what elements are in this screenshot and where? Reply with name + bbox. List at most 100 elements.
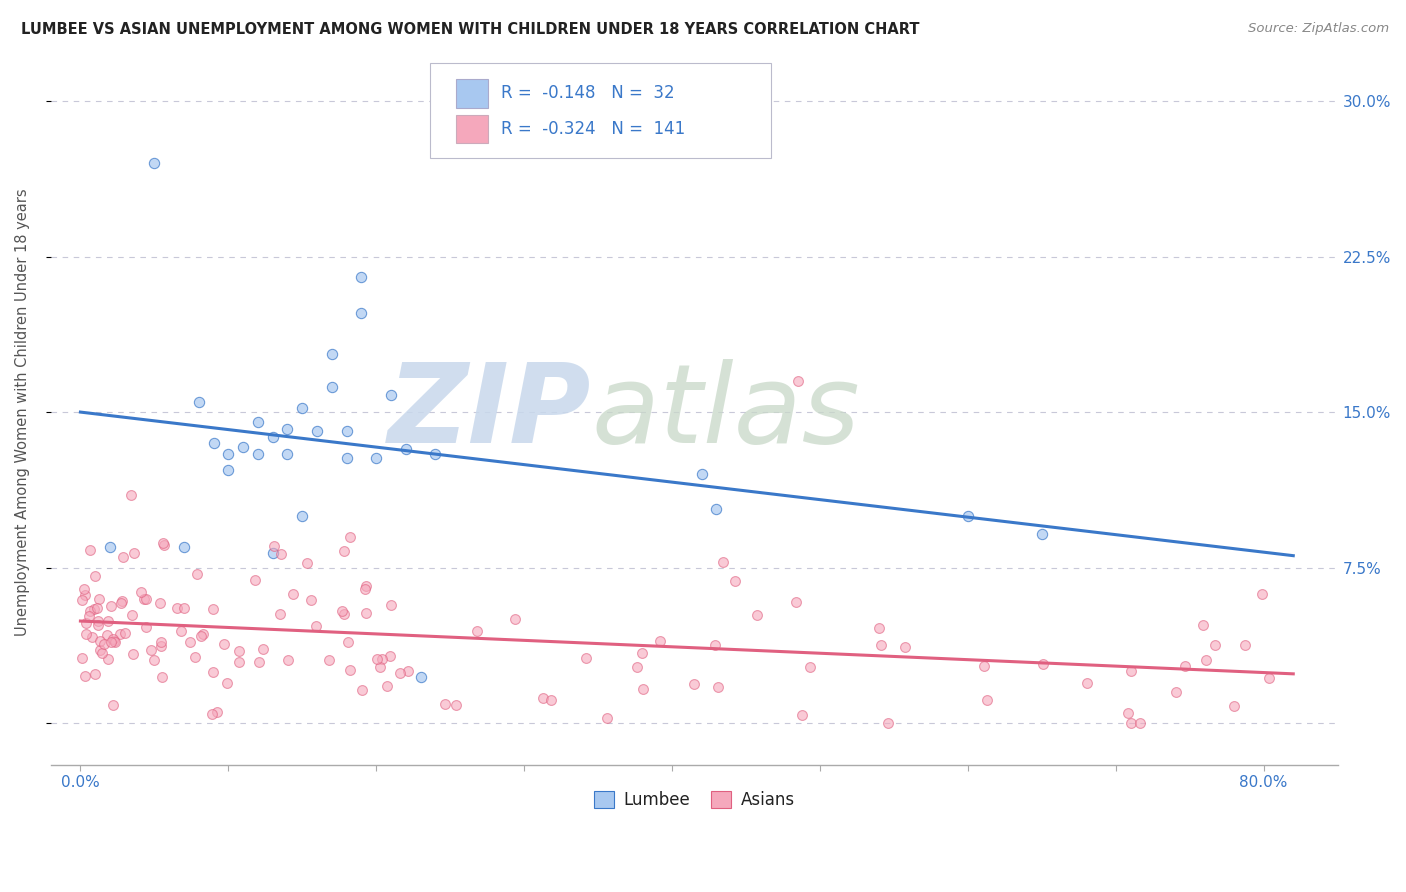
Point bbox=[97, 615, 120, 629]
Point bbox=[650, 634, 672, 648]
Point bbox=[336, 424, 359, 438]
Point bbox=[465, 624, 488, 638]
Point bbox=[139, 643, 162, 657]
Point bbox=[1223, 698, 1246, 713]
Point bbox=[540, 693, 562, 707]
Point bbox=[201, 706, 224, 721]
Point bbox=[121, 607, 143, 622]
Point bbox=[166, 601, 188, 615]
Point bbox=[707, 680, 730, 694]
Point bbox=[503, 612, 526, 626]
Point bbox=[409, 670, 432, 684]
Point bbox=[799, 660, 821, 674]
Point bbox=[104, 635, 127, 649]
Point bbox=[350, 683, 373, 698]
Point bbox=[77, 609, 100, 624]
Point bbox=[1031, 527, 1053, 541]
Point bbox=[380, 388, 402, 402]
Point bbox=[212, 638, 235, 652]
Point bbox=[1195, 653, 1218, 667]
Point bbox=[75, 627, 97, 641]
Point bbox=[336, 450, 359, 465]
Point bbox=[129, 585, 152, 599]
Point bbox=[785, 595, 807, 609]
Point bbox=[333, 543, 356, 558]
Point bbox=[191, 626, 214, 640]
Legend: Lumbee, Asians: Lumbee, Asians bbox=[588, 785, 801, 816]
Point bbox=[869, 638, 891, 652]
Point bbox=[1258, 671, 1281, 685]
Point bbox=[110, 626, 132, 640]
Point bbox=[87, 618, 110, 632]
Point bbox=[1250, 587, 1272, 601]
Point bbox=[790, 708, 813, 723]
Point bbox=[112, 550, 135, 565]
Point bbox=[186, 567, 208, 582]
Point bbox=[101, 632, 124, 646]
Point bbox=[134, 592, 156, 607]
Point bbox=[366, 651, 388, 665]
Point bbox=[152, 535, 174, 549]
Point bbox=[72, 582, 94, 596]
Point bbox=[97, 652, 120, 666]
Point bbox=[291, 508, 314, 523]
Point bbox=[704, 638, 727, 652]
Point bbox=[380, 649, 402, 664]
Point bbox=[1174, 659, 1197, 673]
Point bbox=[318, 653, 340, 667]
Point bbox=[398, 664, 420, 678]
Point bbox=[956, 508, 979, 523]
Point bbox=[724, 574, 747, 589]
Point bbox=[84, 667, 107, 681]
Point bbox=[973, 658, 995, 673]
Point bbox=[350, 305, 373, 319]
Point bbox=[72, 651, 94, 665]
Point bbox=[243, 574, 266, 588]
Point bbox=[96, 628, 118, 642]
Point bbox=[179, 635, 201, 649]
Point bbox=[711, 555, 734, 569]
Point bbox=[201, 602, 224, 616]
Point bbox=[321, 347, 343, 361]
Point bbox=[232, 440, 254, 454]
Point bbox=[1121, 716, 1143, 731]
Point bbox=[142, 652, 165, 666]
Point bbox=[263, 540, 285, 554]
Point bbox=[262, 430, 284, 444]
Point bbox=[247, 655, 270, 669]
Point bbox=[87, 591, 110, 606]
Point bbox=[706, 502, 728, 516]
Text: R =  -0.324   N =  141: R = -0.324 N = 141 bbox=[501, 120, 686, 137]
Point bbox=[111, 594, 134, 608]
Point bbox=[170, 624, 193, 639]
Point bbox=[79, 604, 101, 618]
Point bbox=[79, 543, 101, 558]
Point bbox=[1119, 664, 1142, 678]
Point bbox=[321, 380, 343, 394]
Point bbox=[371, 651, 394, 665]
Point bbox=[291, 401, 314, 415]
Point bbox=[690, 467, 713, 482]
Point bbox=[276, 446, 298, 460]
Point bbox=[350, 270, 373, 285]
Point bbox=[173, 601, 195, 615]
Point bbox=[110, 596, 132, 610]
Point bbox=[93, 637, 115, 651]
Point bbox=[305, 618, 328, 632]
Point bbox=[354, 606, 377, 620]
Point bbox=[150, 635, 173, 649]
Point bbox=[894, 640, 917, 655]
Point bbox=[354, 582, 377, 596]
FancyBboxPatch shape bbox=[456, 79, 488, 108]
Point bbox=[307, 424, 329, 438]
Point bbox=[1129, 716, 1152, 731]
Point bbox=[276, 422, 298, 436]
Point bbox=[434, 697, 457, 711]
Point bbox=[202, 436, 225, 450]
Text: Source: ZipAtlas.com: Source: ZipAtlas.com bbox=[1249, 22, 1389, 36]
Point bbox=[201, 665, 224, 680]
Point bbox=[388, 665, 411, 680]
Point bbox=[190, 628, 212, 642]
Point bbox=[1164, 685, 1187, 699]
Point bbox=[228, 655, 250, 669]
